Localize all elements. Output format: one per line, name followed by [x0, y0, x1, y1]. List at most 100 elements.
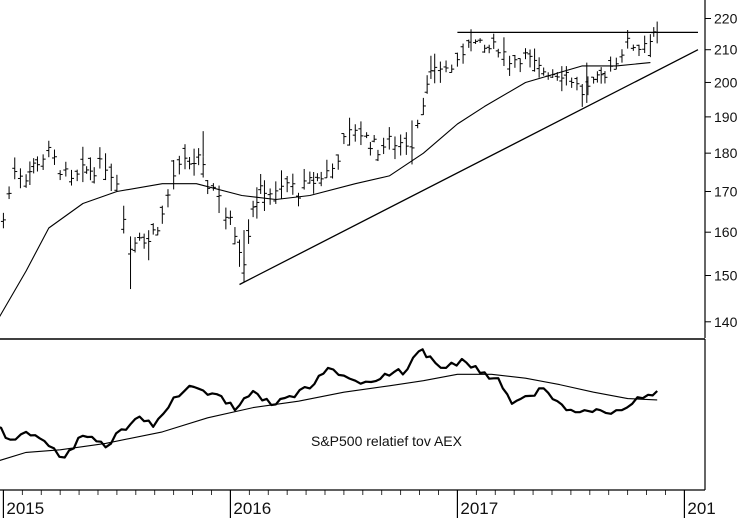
- price-bar: [63, 161, 69, 177]
- ratio-panel: S&P500 relatief tov AEX: [0, 339, 706, 490]
- y-tick-label: 160: [714, 224, 738, 240]
- price-bar: [108, 163, 114, 192]
- price-bar: [352, 124, 358, 142]
- price-bar: [141, 233, 147, 249]
- price-trendline-line: [239, 49, 699, 286]
- price-bar: [232, 227, 238, 245]
- price-bar: [486, 44, 492, 54]
- price-bar: [477, 38, 483, 43]
- price-bar: [191, 148, 197, 176]
- price-bar: [569, 77, 575, 88]
- price-bar: [12, 157, 18, 180]
- price-bar: [608, 56, 614, 72]
- price-bar: [647, 34, 653, 58]
- price-bar: [591, 76, 597, 84]
- price-bar: [495, 48, 501, 58]
- price-bar: [246, 219, 252, 244]
- price-bar: [630, 44, 636, 51]
- price-bar: [159, 205, 165, 224]
- price-bar: [460, 43, 466, 64]
- price-bar: [103, 153, 109, 181]
- y-tick-label: 140: [714, 314, 738, 330]
- price-bar: [428, 55, 434, 79]
- price-bar: [598, 67, 604, 84]
- price-bar: [223, 207, 229, 230]
- price-bar: [420, 97, 426, 116]
- price-bar: [267, 188, 273, 205]
- price-bar: [80, 146, 86, 183]
- price-bar: [523, 48, 529, 60]
- price-bar: [227, 210, 233, 225]
- price-bar: [602, 71, 608, 84]
- price-bar: [501, 37, 507, 67]
- price-bar: [187, 157, 193, 170]
- price-bar: [150, 223, 156, 235]
- price-bar: [200, 157, 206, 178]
- price-bar: [91, 167, 97, 184]
- price-bar: [278, 170, 284, 199]
- price-bar: [165, 189, 171, 208]
- price-bar: [625, 29, 631, 49]
- price-bar: [84, 166, 90, 174]
- price-bar: [258, 174, 264, 194]
- price-bar: [642, 35, 648, 54]
- price-bar: [371, 134, 377, 143]
- x-tick-label: 2015: [6, 499, 44, 518]
- price-bar: [23, 174, 29, 188]
- price-bar: [381, 137, 387, 155]
- price-bar: [51, 149, 57, 165]
- price-bar: [261, 180, 267, 211]
- price-bar: [182, 144, 188, 170]
- price-bar: [284, 175, 290, 193]
- price-bar: [512, 54, 518, 68]
- price-bar: [34, 156, 40, 172]
- price-bar: [491, 33, 497, 49]
- price-bar: [97, 147, 103, 169]
- price-bar: [324, 159, 330, 179]
- price-bar: [314, 173, 320, 182]
- price-bar: [358, 121, 364, 146]
- price-bar: [46, 140, 52, 158]
- price-bar: [210, 183, 216, 191]
- price-bar: [375, 149, 381, 162]
- price-bar: [341, 133, 347, 145]
- price-bar: [87, 157, 93, 181]
- price-bar: [114, 174, 120, 192]
- price-bar: [536, 57, 542, 78]
- price-bar: [301, 168, 307, 190]
- price-bar: [17, 168, 23, 189]
- price-bar: [559, 66, 565, 92]
- price-bar: [121, 205, 127, 234]
- price-bar: [347, 117, 353, 146]
- price-bar: [449, 64, 455, 73]
- price-bar: [403, 132, 409, 155]
- price-bar: [367, 141, 373, 156]
- price-bar: [527, 49, 533, 68]
- price-bar: [176, 155, 182, 175]
- price-marks: [0, 21, 699, 318]
- price-bar: [6, 186, 12, 200]
- price-bar: [594, 71, 600, 83]
- price-bar: [132, 237, 138, 253]
- price-bar: [318, 171, 324, 187]
- y-tick-label: 180: [714, 145, 738, 161]
- price-bar: [563, 66, 569, 86]
- x-axis: 2015 2016 2017 201: [0, 489, 716, 518]
- price-bar: [473, 39, 479, 44]
- y-tick-label: 220: [714, 11, 738, 27]
- ratio-ratio-average-line: [0, 373, 658, 461]
- x-ticks: 2015 2016 2017 201: [2, 490, 716, 518]
- price-bar: [437, 61, 443, 83]
- price-bar: [517, 58, 523, 73]
- price-bar: [290, 173, 296, 195]
- y-tick-label: 210: [714, 42, 738, 58]
- price-bar: [311, 171, 317, 194]
- price-bar: [619, 49, 625, 63]
- ratio-marks: [0, 348, 658, 461]
- price-bar: [613, 57, 619, 70]
- x-tick-label: 2017: [460, 499, 498, 518]
- price-bar: [364, 132, 370, 139]
- price-bar: [155, 226, 161, 236]
- price-bar: [454, 52, 460, 67]
- price-bar: [27, 161, 33, 186]
